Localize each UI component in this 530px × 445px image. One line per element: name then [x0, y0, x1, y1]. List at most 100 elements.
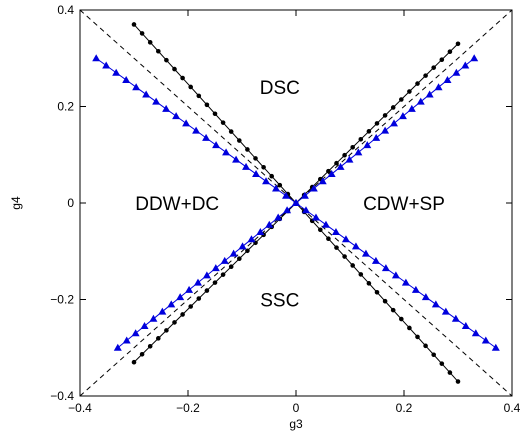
data-point [351, 242, 360, 250]
data-point [269, 173, 275, 179]
data-point [220, 120, 226, 125]
data-point [212, 141, 221, 149]
data-point [162, 104, 171, 112]
data-point [491, 343, 500, 351]
data-point [229, 249, 238, 257]
series-8 [292, 199, 500, 351]
data-point [374, 121, 380, 126]
data-point [336, 162, 345, 170]
data-point [212, 280, 218, 285]
data-point [182, 119, 191, 127]
data-point [180, 75, 185, 81]
data-point [180, 312, 185, 317]
x-tick-label: 0 [293, 401, 300, 415]
x-axis-label: g3 [289, 417, 303, 431]
data-point [455, 379, 461, 384]
region-labels: DSC DDW+DC CDW+SP SSC [135, 78, 445, 311]
data-point [147, 344, 153, 349]
data-point [391, 271, 400, 279]
data-point [398, 112, 407, 120]
data-point [334, 160, 339, 166]
data-point [390, 105, 396, 110]
data-point [431, 65, 437, 70]
data-point [142, 90, 151, 98]
data-point [455, 41, 461, 47]
data-point [382, 113, 388, 118]
data-point [374, 289, 380, 295]
data-point [390, 119, 399, 127]
data-point [196, 93, 202, 99]
data-point [245, 147, 250, 152]
data-point [272, 184, 281, 192]
data-point [253, 156, 258, 161]
y-tick-label: −0.2 [50, 293, 74, 307]
data-point [452, 68, 461, 76]
data-point [423, 73, 428, 78]
data-point [415, 334, 420, 340]
data-point [196, 296, 202, 301]
data-point [164, 57, 169, 63]
data-point [439, 361, 445, 366]
axis-ticks: −0.4 −0.2 0 0.2 0.4 −0.4 −0.2 0 0.2 0.4 [50, 3, 520, 415]
data-point [311, 213, 320, 221]
data-point [102, 61, 111, 69]
data-point [451, 314, 460, 322]
series-layer [92, 22, 500, 384]
data-point [372, 133, 381, 141]
series-5 [113, 199, 300, 351]
data-point [470, 54, 479, 62]
data-point [341, 235, 350, 243]
data-point [425, 90, 434, 98]
data-point [237, 256, 242, 262]
data-point [318, 177, 327, 185]
data-point [238, 242, 247, 250]
series-6 [292, 54, 479, 206]
data-point [421, 293, 430, 301]
data-point [363, 141, 372, 149]
data-point [399, 97, 404, 102]
data-point [382, 298, 388, 304]
data-point [172, 112, 181, 120]
y-tick-label: −0.4 [50, 389, 74, 403]
data-point [131, 22, 137, 27]
data-point [443, 75, 452, 83]
data-point [461, 61, 470, 69]
data-point [431, 352, 437, 358]
data-point [350, 144, 356, 150]
data-point [164, 328, 169, 333]
data-point [326, 168, 331, 174]
data-point [156, 336, 161, 341]
data-point [309, 184, 318, 192]
data-point [447, 49, 453, 55]
data-point [334, 245, 339, 250]
data-point [283, 206, 292, 214]
data-point [152, 97, 161, 105]
data-point [247, 235, 256, 243]
series-3 [131, 22, 299, 206]
data-point [407, 104, 416, 112]
data-point [131, 329, 140, 337]
data-point [139, 351, 145, 357]
data-point [172, 320, 177, 325]
data-point [140, 322, 149, 330]
data-point [318, 227, 323, 233]
data-point [149, 314, 158, 322]
data-point [407, 325, 412, 331]
data-point [172, 66, 177, 72]
data-point [292, 199, 300, 206]
data-point [237, 138, 242, 143]
data-point [220, 272, 226, 277]
region-label-ssc: SSC [260, 291, 299, 312]
region-label-cdw-sp: CDW+SP [363, 194, 445, 215]
data-point [401, 278, 410, 286]
data-point [345, 155, 354, 163]
data-point [265, 220, 274, 228]
data-point [371, 256, 380, 264]
data-point [366, 129, 372, 134]
data-point [461, 322, 470, 330]
data-point [277, 182, 283, 188]
data-point [301, 206, 310, 214]
data-point [252, 170, 261, 178]
data-point [232, 155, 241, 163]
data-point [131, 359, 137, 365]
